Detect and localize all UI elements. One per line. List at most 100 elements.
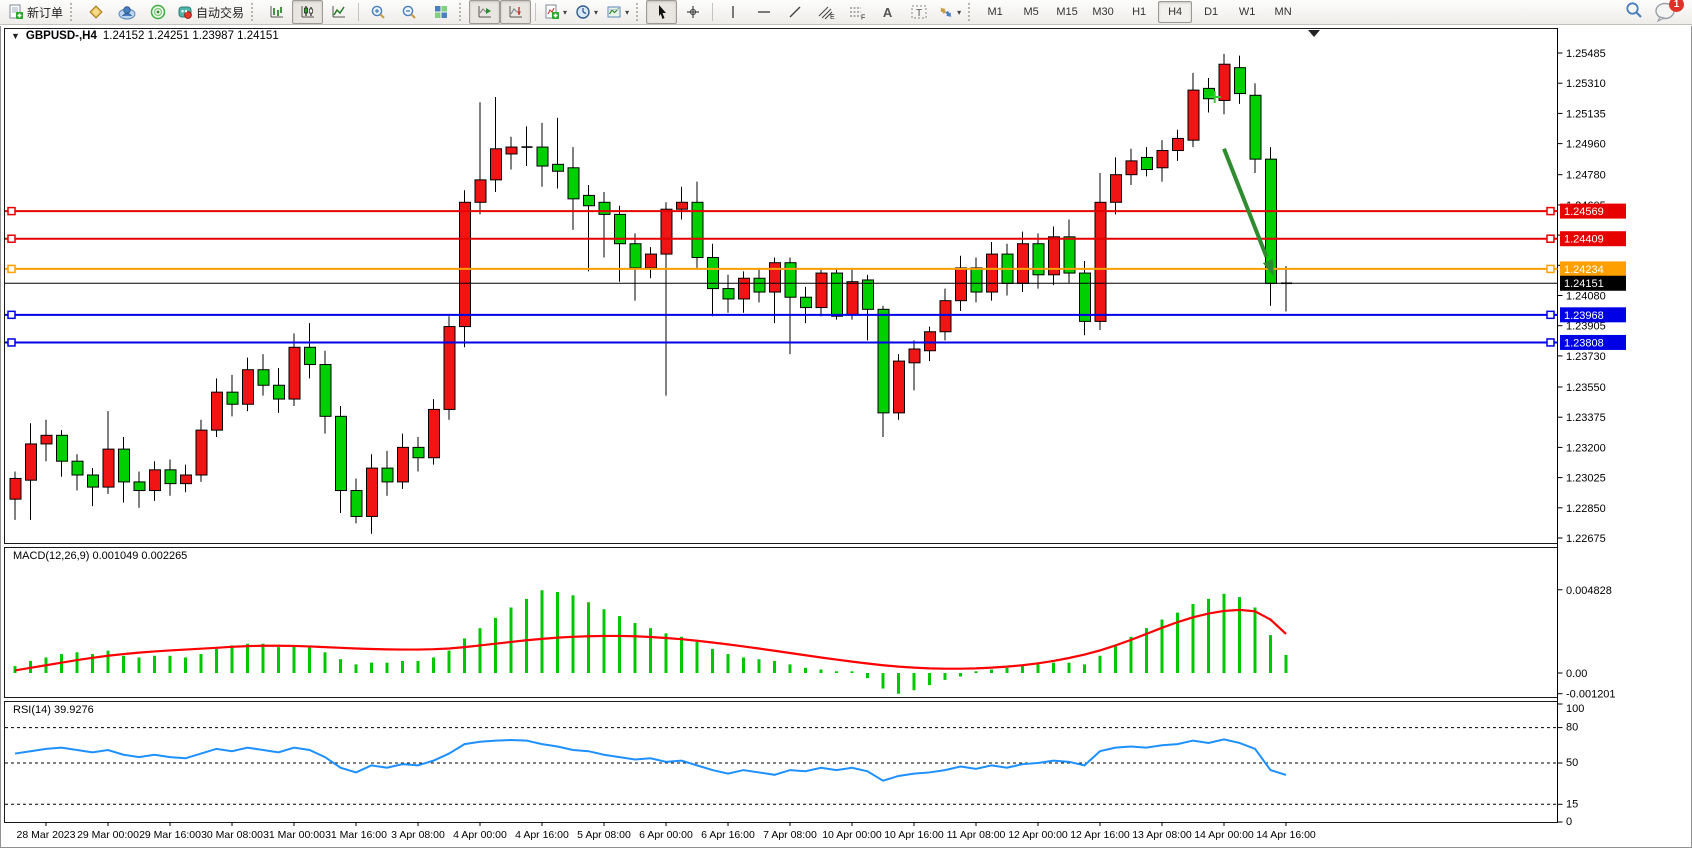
zoom-in-button[interactable] bbox=[363, 0, 394, 24]
candle-body bbox=[87, 474, 99, 488]
timeframe-button-D1[interactable]: D1 bbox=[1204, 6, 1219, 18]
zoom-out-icon bbox=[401, 4, 418, 20]
candle-body bbox=[552, 163, 564, 172]
timeframe-button-M15[interactable]: M15 bbox=[1056, 6, 1078, 18]
line-anchor[interactable] bbox=[7, 206, 16, 216]
crosshair-button[interactable] bbox=[677, 0, 708, 24]
candle-body bbox=[567, 167, 580, 200]
line-chart-icon bbox=[331, 4, 347, 20]
indicators-button[interactable]: ▾ bbox=[540, 0, 571, 24]
rsi-axis-label: 0 bbox=[1566, 816, 1572, 828]
line-anchor[interactable] bbox=[7, 338, 16, 347]
tile-windows-button[interactable] bbox=[425, 0, 456, 24]
price-tick-label: 1.23730 bbox=[1566, 351, 1606, 363]
candle-body bbox=[211, 391, 223, 431]
one-click-collapse-icon[interactable]: ▼ bbox=[11, 30, 20, 41]
candle-body bbox=[1032, 243, 1045, 276]
line-anchor[interactable] bbox=[7, 234, 16, 243]
zoom-out-button[interactable] bbox=[394, 0, 425, 24]
templates-button[interactable]: ▾ bbox=[602, 0, 633, 24]
horizontal-line-button[interactable] bbox=[748, 0, 779, 24]
timeframe-button-M5[interactable]: M5 bbox=[1023, 6, 1039, 18]
arrows-button[interactable]: ▾ bbox=[934, 0, 965, 24]
price-tick-label: 1.24080 bbox=[1566, 291, 1606, 303]
candle-body bbox=[691, 201, 704, 259]
candle-body bbox=[536, 146, 549, 167]
notification-badge: 1 bbox=[1669, 0, 1684, 12]
search-icon[interactable] bbox=[1624, 0, 1644, 25]
candlestick-chart-button[interactable] bbox=[292, 0, 324, 24]
candle-body bbox=[583, 194, 595, 207]
price-tick-label: 1.23375 bbox=[1566, 412, 1606, 424]
line-anchor[interactable] bbox=[1546, 234, 1555, 243]
text-button[interactable]: A bbox=[872, 0, 903, 24]
candle-body bbox=[800, 296, 812, 309]
candle-body bbox=[71, 460, 84, 476]
sell-arrow-head[interactable] bbox=[1262, 259, 1274, 277]
candle-body bbox=[1172, 137, 1184, 152]
fibonacci-icon: F bbox=[848, 4, 866, 20]
candle-body bbox=[195, 429, 208, 476]
tile-windows-icon bbox=[433, 4, 449, 20]
timeframe-button-H1[interactable]: H1 bbox=[1132, 6, 1147, 18]
auto-trading-button[interactable]: 自动交易 bbox=[173, 0, 248, 24]
vertical-line-button[interactable] bbox=[717, 0, 748, 24]
trendline-button[interactable] bbox=[779, 0, 810, 24]
line-anchor[interactable] bbox=[1546, 264, 1555, 274]
chart-shift-marker[interactable] bbox=[1308, 30, 1320, 37]
time-axis-label: 6 Apr 16:00 bbox=[701, 829, 755, 841]
candle-body bbox=[164, 469, 177, 485]
time-axis-label: 10 Apr 00:00 bbox=[822, 829, 882, 841]
fibonacci-button[interactable]: F bbox=[841, 0, 872, 24]
notifications-button[interactable]: 1 bbox=[1654, 0, 1684, 23]
line-anchor[interactable] bbox=[7, 264, 16, 274]
cursor-button[interactable] bbox=[646, 0, 678, 24]
bar-chart-button[interactable] bbox=[261, 0, 292, 24]
new-order-button[interactable]: 新订单 bbox=[4, 0, 67, 24]
channel-button[interactable]: E bbox=[810, 0, 841, 24]
price-tick-label: 1.23550 bbox=[1566, 382, 1606, 394]
time-axis-label: 4 Apr 00:00 bbox=[453, 829, 507, 841]
timeframe-button-M30[interactable]: M30 bbox=[1092, 6, 1114, 18]
time-axis-label: 29 Mar 16:00 bbox=[139, 829, 201, 841]
candle-body bbox=[335, 415, 347, 492]
candlestick-chart-icon bbox=[300, 4, 316, 20]
line-anchor[interactable] bbox=[1546, 310, 1555, 320]
level-price-badge-text: 1.23808 bbox=[1564, 337, 1604, 349]
price-tick-label: 1.22675 bbox=[1566, 533, 1606, 545]
sell-arrow-line[interactable] bbox=[1222, 148, 1269, 258]
level-price-badge bbox=[1560, 307, 1626, 323]
candle-body bbox=[908, 348, 921, 364]
level-price-badge bbox=[1560, 203, 1626, 219]
dropdown-arrow-icon: ▾ bbox=[563, 7, 568, 17]
line-anchor[interactable] bbox=[1546, 338, 1555, 347]
candle-body bbox=[784, 262, 797, 298]
time-axis-label: 28 Mar 2023 bbox=[17, 829, 76, 841]
candle-body bbox=[443, 326, 456, 410]
time-axis-label: 14 Apr 16:00 bbox=[1256, 829, 1316, 841]
text-label-button[interactable]: T bbox=[903, 0, 934, 24]
candle-body bbox=[598, 201, 611, 215]
chart-shift-button[interactable] bbox=[500, 0, 532, 24]
svg-text:T: T bbox=[916, 8, 922, 19]
periods-button[interactable]: ▾ bbox=[571, 0, 602, 24]
auto-scroll-button[interactable] bbox=[469, 0, 501, 24]
vertical-line-icon bbox=[727, 4, 739, 20]
text-label-icon: T bbox=[910, 4, 928, 20]
timeframe-button-H4[interactable]: H4 bbox=[1158, 1, 1193, 23]
main-toolbar: 新订单 自动交易 ▾ ▾ ▾ E F A T ▾ bbox=[0, 0, 1692, 25]
profiles-icon bbox=[118, 4, 136, 20]
market-watch-button[interactable] bbox=[80, 0, 111, 24]
line-chart-button[interactable] bbox=[323, 0, 354, 24]
line-anchor[interactable] bbox=[7, 310, 16, 320]
timeframe-button-M1[interactable]: M1 bbox=[987, 6, 1003, 18]
templates-icon bbox=[606, 4, 622, 20]
timeframe-button-MN[interactable]: MN bbox=[1274, 6, 1292, 18]
time-axis-label: 7 Apr 08:00 bbox=[763, 829, 817, 841]
time-axis-label: 14 Apr 00:00 bbox=[1194, 829, 1254, 841]
macd-axis-label: -0.001201 bbox=[1566, 689, 1616, 701]
signals-button[interactable] bbox=[142, 0, 173, 24]
profiles-button[interactable] bbox=[111, 0, 142, 24]
line-anchor[interactable] bbox=[1546, 206, 1555, 216]
timeframe-button-W1[interactable]: W1 bbox=[1238, 6, 1256, 18]
